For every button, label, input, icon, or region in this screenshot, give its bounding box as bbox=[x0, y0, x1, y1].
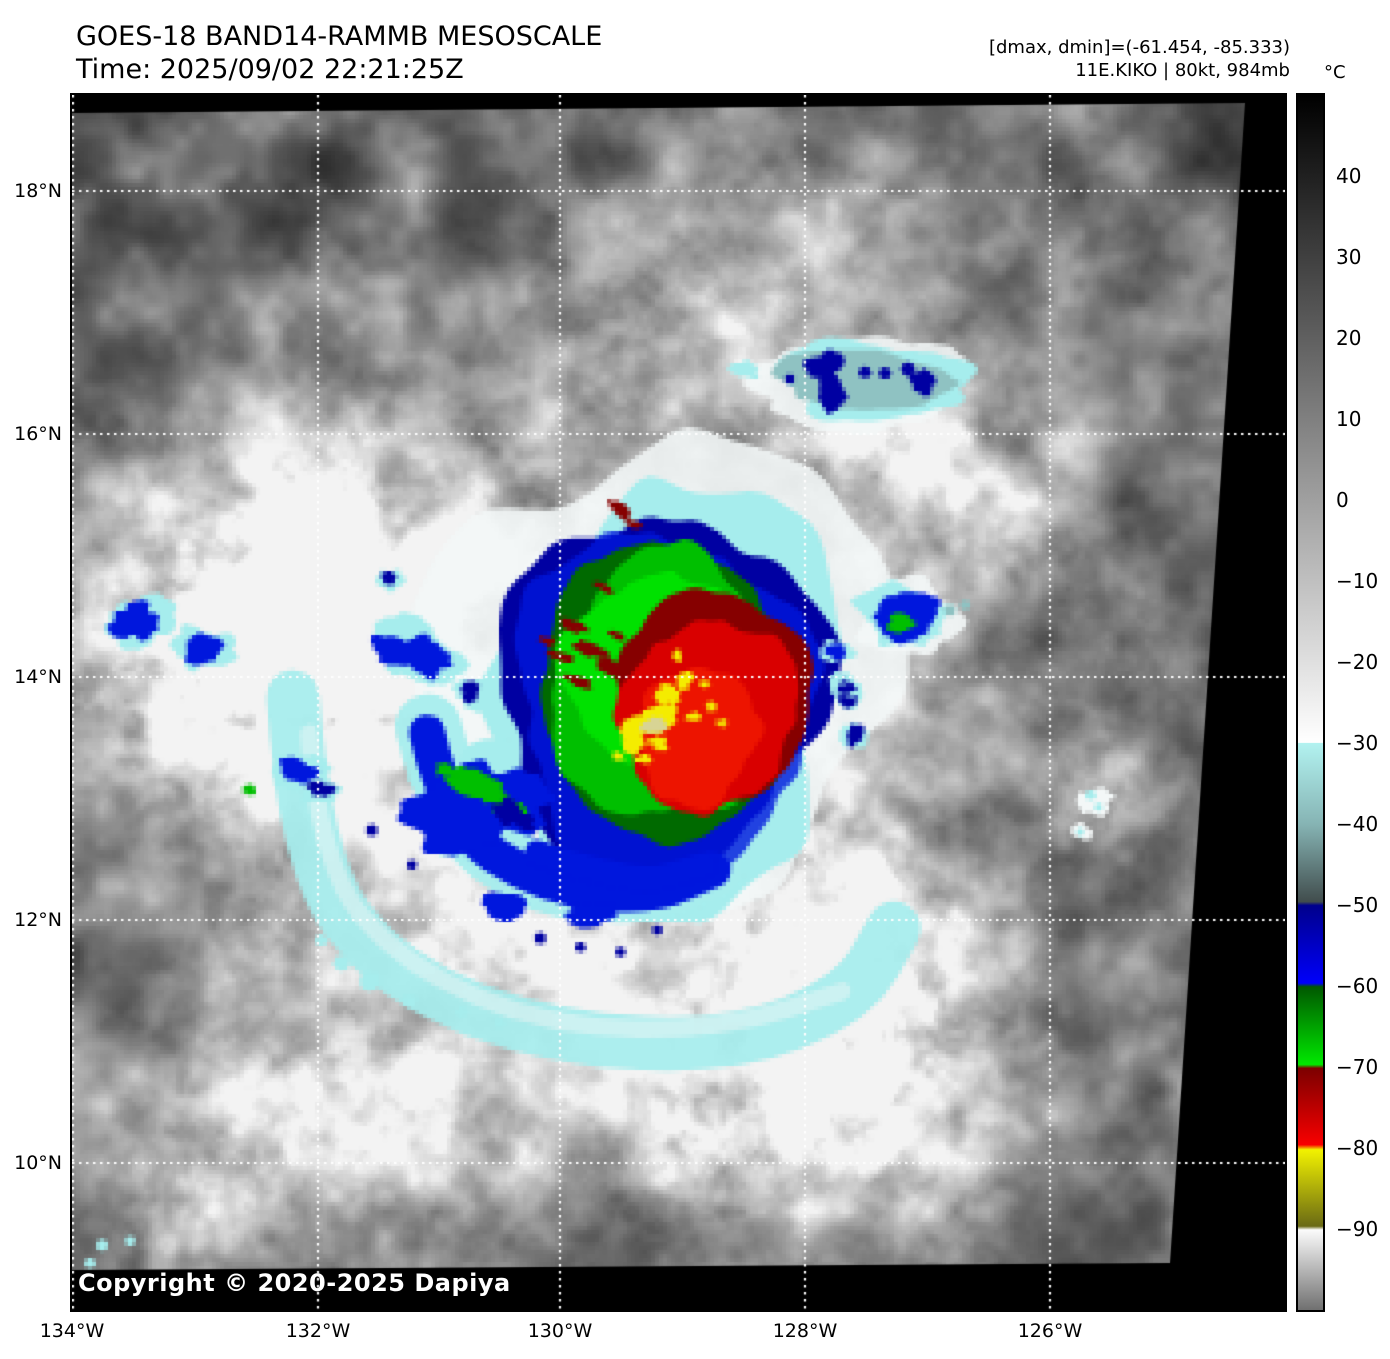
colorbar-tick-label: −50 bbox=[1336, 893, 1379, 917]
dmax-dmin-readout: [dmax, dmin]=(-61.454, -85.333) bbox=[988, 37, 1290, 58]
colorbar-tick-label: 0 bbox=[1336, 488, 1349, 512]
lat-tick-label: 10°N bbox=[14, 1152, 62, 1174]
lon-tick-label: 132°W bbox=[285, 1320, 351, 1342]
colorbar-unit-label: °C bbox=[1324, 62, 1346, 83]
colorbar-tick-label: −40 bbox=[1336, 812, 1379, 836]
page-title: GOES-18 BAND14-RAMMB MESOSCALE bbox=[76, 21, 603, 52]
colorbar-tick-label: −80 bbox=[1336, 1136, 1379, 1160]
lat-tick-label: 12°N bbox=[14, 909, 62, 931]
colorbar-tick-label: 30 bbox=[1336, 245, 1362, 269]
copyright: Copyright © 2020-2025 Dapiya bbox=[78, 1269, 511, 1297]
lon-tick-label: 134°W bbox=[39, 1320, 105, 1342]
lon-tick-label: 130°W bbox=[527, 1320, 593, 1342]
lat-tick-label: 18°N bbox=[14, 180, 62, 202]
title-block: GOES-18 BAND14-RAMMB MESOSCALE Time: 202… bbox=[76, 20, 602, 86]
colorbar-tick-label: −70 bbox=[1336, 1055, 1379, 1079]
timestamp: Time: 2025/09/02 22:21:25Z bbox=[76, 54, 464, 85]
colorbar-tick-label: 40 bbox=[1336, 164, 1362, 188]
colorbar-tick-label: −60 bbox=[1336, 974, 1379, 998]
satellite-canvas bbox=[72, 95, 1285, 1310]
colorbar-tick-label: −90 bbox=[1336, 1217, 1379, 1241]
colorbar-tick-label: −30 bbox=[1336, 731, 1379, 755]
map-frame: Copyright © 2020-2025 Dapiya bbox=[70, 93, 1287, 1312]
colorbar-tick-label: 20 bbox=[1336, 326, 1362, 350]
lon-tick-label: 128°W bbox=[772, 1320, 838, 1342]
colorbar-tick-label: −10 bbox=[1336, 569, 1379, 593]
storm-info: 11E.KIKO | 80kt, 984mb bbox=[1075, 60, 1290, 81]
lat-tick-label: 14°N bbox=[14, 666, 62, 688]
colorbar bbox=[1296, 93, 1325, 1312]
header-readouts: [dmax, dmin]=(-61.454, -85.333) 11E.KIKO… bbox=[690, 36, 1290, 82]
lon-tick-label: 126°W bbox=[1017, 1320, 1083, 1342]
colorbar-tick-label: −20 bbox=[1336, 650, 1379, 674]
colorbar-tick-label: 10 bbox=[1336, 407, 1362, 431]
lat-tick-label: 16°N bbox=[14, 423, 62, 445]
